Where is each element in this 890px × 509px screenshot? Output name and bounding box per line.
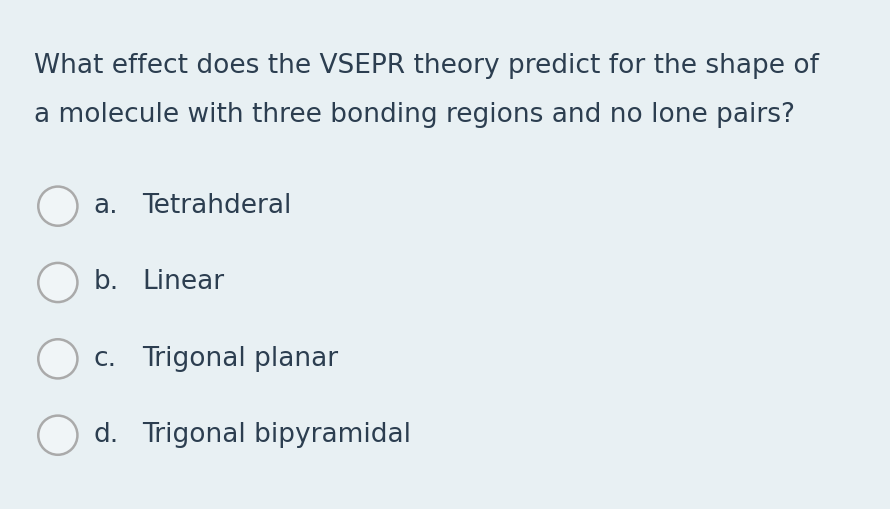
Text: d.: d. — [93, 422, 118, 448]
Text: c.: c. — [93, 346, 117, 372]
Ellipse shape — [38, 416, 77, 455]
Text: Trigonal bipyramidal: Trigonal bipyramidal — [142, 422, 411, 448]
Text: Linear: Linear — [142, 269, 224, 296]
Text: a molecule with three bonding regions and no lone pairs?: a molecule with three bonding regions an… — [34, 102, 795, 128]
Text: Tetrahderal: Tetrahderal — [142, 193, 292, 219]
Ellipse shape — [38, 263, 77, 302]
Ellipse shape — [38, 340, 77, 378]
Ellipse shape — [38, 187, 77, 225]
Text: Trigonal planar: Trigonal planar — [142, 346, 338, 372]
Text: a.: a. — [93, 193, 118, 219]
Text: What effect does the VSEPR theory predict for the shape of: What effect does the VSEPR theory predic… — [34, 53, 819, 79]
Text: b.: b. — [93, 269, 118, 296]
